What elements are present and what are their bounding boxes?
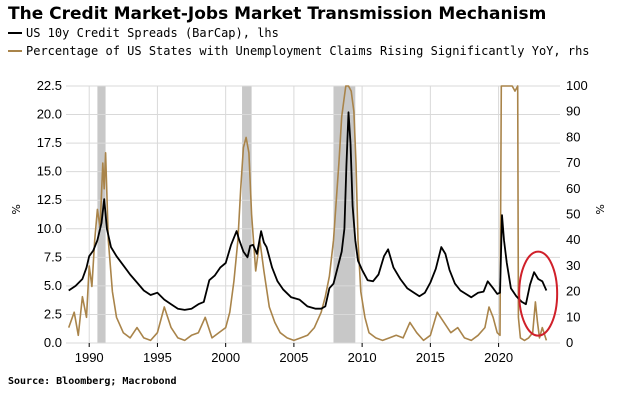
right-tick-label-6: 60 [566, 181, 580, 196]
x-tick-label-6: 2020 [484, 350, 513, 365]
right-tick-label-7: 70 [566, 155, 580, 170]
annotations [518, 250, 559, 337]
legend-label-credit-spreads: US 10y Credit Spreads (BarCap), lhs [26, 26, 279, 40]
legend-item-unemployment-claims: Percentage of US States with Unemploymen… [8, 43, 590, 59]
left-tick-label-6: 15.0 [37, 164, 62, 179]
x-tick-label-3: 2005 [279, 350, 308, 365]
source-note: Source: Bloomberg; Macrobond [8, 376, 177, 387]
recession-band-1 [242, 86, 252, 343]
x-tick-label-1: 1995 [143, 350, 172, 365]
left-tick-label-3: 7.5 [44, 249, 62, 264]
left-tick-label-2: 5.0 [44, 278, 62, 293]
right-tick-label-4: 40 [566, 232, 580, 247]
x-tick-label-0: 1990 [75, 350, 104, 365]
left-tick-label-7: 17.5 [37, 135, 62, 150]
left-tick-label-8: 20.0 [37, 107, 62, 122]
right-tick-label-8: 80 [566, 129, 580, 144]
series-lines [67, 85, 548, 342]
gridlines [66, 85, 560, 344]
chart-title: The Credit Market-Jobs Market Transmissi… [8, 4, 547, 24]
x-tick-label-5: 2015 [416, 350, 445, 365]
legend-item-credit-spreads: US 10y Credit Spreads (BarCap), lhs [8, 25, 279, 41]
right-tick-label-1: 10 [566, 309, 580, 324]
series-line-0 [68, 111, 548, 311]
right-tick-label-5: 50 [566, 207, 580, 222]
legend-label-unemployment-claims: Percentage of US States with Unemploymen… [26, 44, 590, 58]
recession-shading [97, 86, 356, 343]
left-tick-label-4: 10.0 [37, 221, 62, 236]
left-tick-label-0: 0.0 [44, 335, 62, 350]
left-tick-label-5: 12.5 [37, 192, 62, 207]
annotation-ellipse [518, 250, 559, 337]
right-tick-label-2: 20 [566, 284, 580, 299]
left-tick-label-1: 2.5 [44, 306, 62, 321]
left-axis-unit: % [10, 204, 23, 214]
right-axis-unit: % [594, 204, 607, 214]
recession-band-0 [97, 86, 106, 343]
x-tick-label-2: 2000 [211, 350, 240, 365]
left-tick-label-9: 22.5 [37, 78, 62, 93]
right-tick-label-0: 0 [566, 335, 573, 350]
legend-swatch-gold [8, 50, 22, 52]
right-tick-label-9: 90 [566, 104, 580, 119]
series-line-1 [67, 85, 548, 342]
legend-swatch-black [8, 32, 22, 34]
axes: 0.0 2.5 5.0 7.5 10.0 12.5 15.0 17.5 20.0 22.5 0 10 2… [10, 78, 607, 365]
right-tick-label-10: 100 [566, 78, 588, 93]
x-tick-label-4: 2010 [348, 350, 377, 365]
right-tick-label-3: 30 [566, 258, 580, 273]
